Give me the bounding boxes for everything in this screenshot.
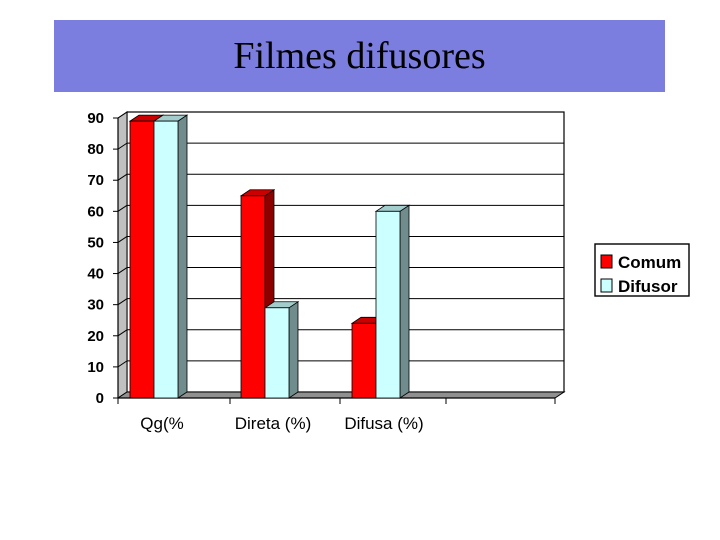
gridline-diag: [117, 173, 128, 181]
bar-comum-1: [240, 195, 266, 399]
plot-area: [116, 111, 566, 399]
gridline-diag: [117, 204, 128, 212]
legend-label: Difusor: [618, 277, 678, 296]
gridline-diag: [117, 142, 128, 150]
y-tick-label: 60: [87, 203, 104, 220]
axes: [117, 118, 556, 404]
bar-side: [399, 204, 410, 399]
gridline-diag: [117, 111, 128, 119]
category-labels: Qg(% Direta (%) Difusa (%): [140, 414, 423, 433]
bar-side: [288, 301, 299, 399]
bar-comum-2: [351, 322, 377, 399]
bar-difusor-0: [153, 120, 179, 399]
category-label: Qg(%: [140, 414, 183, 433]
category-label: Direta (%): [235, 414, 312, 433]
bar-comum-0: [129, 120, 155, 399]
gridline-diag: [117, 329, 128, 337]
bar-side: [177, 114, 188, 399]
gridline-diag: [117, 360, 128, 368]
y-tick-label: 70: [87, 172, 104, 189]
plot-back-wall: [126, 111, 565, 393]
y-tick-label: 30: [87, 297, 104, 314]
legend-swatch-difusor: [600, 278, 613, 293]
plot-side-wall: [117, 111, 128, 399]
gridline-diag: [117, 267, 128, 274]
gridlines: [117, 111, 564, 368]
gridline-diag: [117, 298, 128, 306]
gridline-diag: [117, 236, 128, 243]
legend-swatch-comum: [600, 254, 613, 269]
legend: Comum Difusor: [594, 243, 690, 297]
bars: [128, 114, 411, 399]
y-tick-label: 0: [96, 390, 104, 407]
y-tick-label: 90: [87, 110, 104, 127]
bar-difusor-1: [264, 307, 290, 399]
y-tick-label: 80: [87, 141, 104, 158]
y-tick-label: 50: [87, 234, 104, 251]
bar-difusor-2: [375, 210, 401, 399]
slide-title-bar: Filmes difusores: [54, 20, 665, 92]
y-tick-labels: 0 10 20 30 40 50 60 70 80 90: [87, 110, 118, 407]
y-tick-label: 40: [87, 266, 104, 283]
y-tick-label: 10: [87, 359, 104, 376]
y-tick-label: 20: [87, 328, 104, 345]
slide-title: Filmes difusores: [233, 35, 486, 77]
category-label: Difusa (%): [344, 414, 423, 433]
legend-label: Comum: [618, 253, 681, 272]
